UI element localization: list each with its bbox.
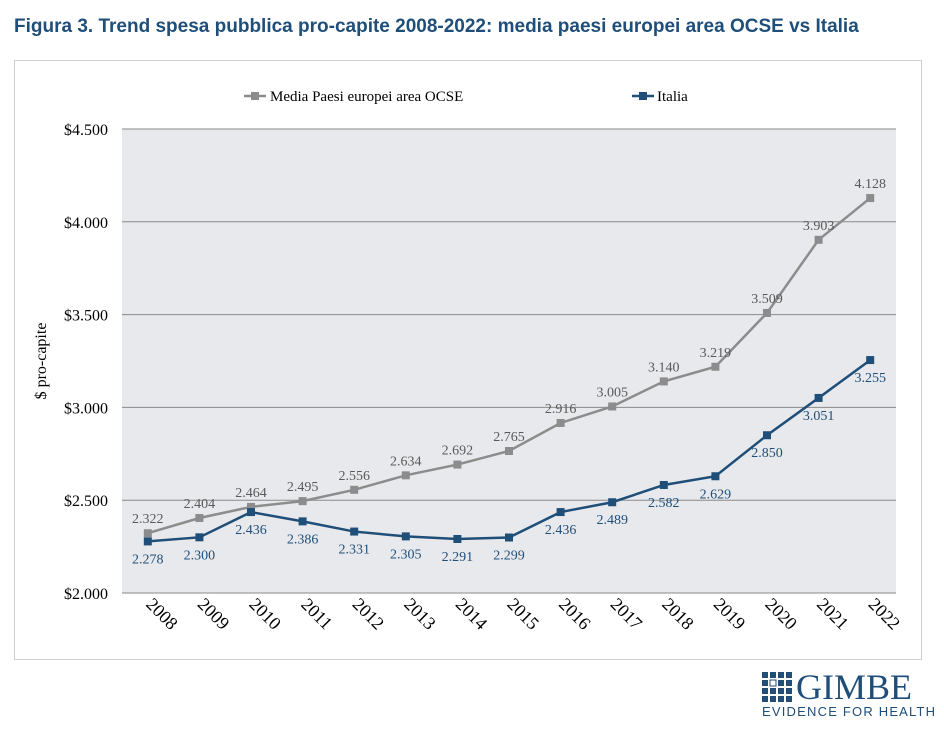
gimbe-logo: GIMBE EVIDENCE FOR HEALTH	[762, 667, 935, 720]
y-tick-label: $4.000	[64, 215, 108, 232]
data-point	[608, 498, 617, 507]
data-point	[763, 431, 771, 440]
data-point	[195, 514, 204, 523]
data-label: 2.404	[184, 497, 216, 512]
data-point	[401, 532, 410, 541]
data-label: 2.765	[493, 430, 525, 445]
data-point	[556, 508, 565, 517]
data-label: 3.219	[700, 346, 732, 361]
data-point	[350, 527, 359, 536]
data-point	[505, 533, 513, 542]
legend-marker-ocse	[251, 92, 259, 100]
data-label: 3.509	[751, 292, 783, 307]
data-point	[143, 537, 152, 546]
logo-tagline: EVIDENCE FOR HEALTH	[762, 704, 937, 719]
data-label: 2.629	[700, 487, 732, 502]
data-label: 3.005	[596, 385, 628, 400]
data-point	[814, 235, 823, 244]
x-tick-label: 2010	[245, 594, 285, 634]
y-tick-label: $3.000	[64, 400, 108, 417]
x-tick-label: 2021	[813, 594, 853, 634]
data-point	[659, 480, 668, 489]
data-label: 2.464	[235, 486, 267, 501]
series-italia: 2.278 2.300 2.436 2.386 2.331 2.305 2.291 2.299…	[132, 356, 886, 567]
data-point	[659, 377, 668, 386]
data-label: 2.305	[390, 547, 422, 562]
data-label: 2.489	[596, 513, 628, 528]
series-ocse: 2.322 2.404 2.464 2.495 2.556 2.634 2.692 2.765…	[132, 177, 886, 538]
figure-title: Figura 3. Trend spesa pubblica pro-capit…	[14, 16, 859, 37]
x-tick-label: 2014	[452, 594, 492, 634]
data-point	[711, 362, 720, 371]
data-point	[505, 447, 513, 456]
y-tick-label: $3.500	[64, 308, 108, 325]
data-label: 2.436	[235, 523, 267, 538]
legend-marker-italia	[639, 92, 647, 100]
data-label: 2.291	[442, 550, 474, 565]
data-label: 2.495	[287, 480, 319, 495]
data-label: 3.903	[803, 219, 835, 234]
y-tick-label: $2.500	[64, 493, 108, 510]
data-point	[247, 502, 255, 511]
data-label: 3.255	[854, 371, 886, 386]
data-point	[556, 418, 565, 427]
data-point	[298, 497, 307, 506]
data-label: 2.916	[545, 402, 577, 417]
x-tick-label: 2020	[761, 594, 801, 634]
x-tick-label: 2012	[349, 594, 389, 634]
x-tick-label: 2011	[297, 594, 336, 633]
data-label: 2.556	[338, 469, 370, 484]
data-point	[247, 508, 255, 517]
data-label: 2.692	[442, 444, 474, 459]
data-point	[195, 533, 204, 542]
x-tick-label: 2016	[555, 594, 595, 634]
x-axis-ticks: 2008 2009 2010 2011 2012 2013 2014 2015 2016 2017…	[142, 594, 904, 634]
data-label: 2.850	[751, 446, 783, 461]
y-tick-label: $4.500	[64, 122, 108, 139]
data-point	[608, 402, 617, 411]
data-point	[453, 460, 462, 469]
series-group: 2.322 2.404 2.464 2.495 2.556 2.634 2.692 2.765…	[132, 177, 886, 567]
data-label: 2.322	[132, 512, 164, 527]
legend-label-ocse: Media Paesi europei area OCSE	[270, 89, 463, 105]
data-point	[453, 534, 462, 543]
data-label: 2.300	[184, 548, 216, 563]
data-point	[298, 517, 307, 526]
x-tick-label: 2013	[400, 594, 440, 634]
data-label: 2.331	[338, 543, 370, 558]
data-point	[143, 529, 152, 538]
data-point	[763, 308, 771, 317]
x-tick-label: 2022	[865, 594, 905, 634]
x-tick-label: 2017	[607, 594, 647, 634]
data-point	[866, 194, 875, 203]
logo-wordmark: GIMBE	[796, 667, 912, 707]
data-label: 2.634	[390, 454, 422, 469]
x-tick-label: 2008	[142, 594, 182, 634]
data-point	[401, 471, 410, 480]
data-label: 3.051	[803, 409, 835, 424]
legend-label-italia: Italia	[657, 89, 688, 105]
data-point	[814, 393, 823, 402]
data-point	[350, 485, 359, 494]
x-tick-label: 2018	[658, 594, 698, 634]
data-label: 2.386	[287, 532, 319, 547]
data-label: 2.299	[493, 549, 525, 564]
y-tick-label: $2.000	[64, 586, 108, 603]
legend: Media Paesi europei area OCSE Italia	[244, 89, 688, 105]
y-axis-ticks: $2.000 $2.500 $3.000 $3.500 $4.000 $4.500	[64, 122, 108, 603]
data-point	[711, 472, 720, 481]
y-axis-label: $ pro-capite	[33, 323, 50, 400]
x-tick-label: 2009	[194, 594, 234, 634]
data-label: 4.128	[854, 177, 886, 192]
chart-frame	[14, 60, 922, 660]
x-tick-label: 2015	[503, 594, 543, 634]
data-point	[866, 356, 875, 365]
data-label: 3.140	[648, 360, 680, 375]
data-label: 2.436	[545, 523, 577, 538]
data-label: 2.582	[648, 496, 680, 511]
logo-grid-icon	[762, 672, 792, 702]
x-tick-label: 2019	[710, 594, 750, 634]
data-label: 2.278	[132, 552, 164, 567]
